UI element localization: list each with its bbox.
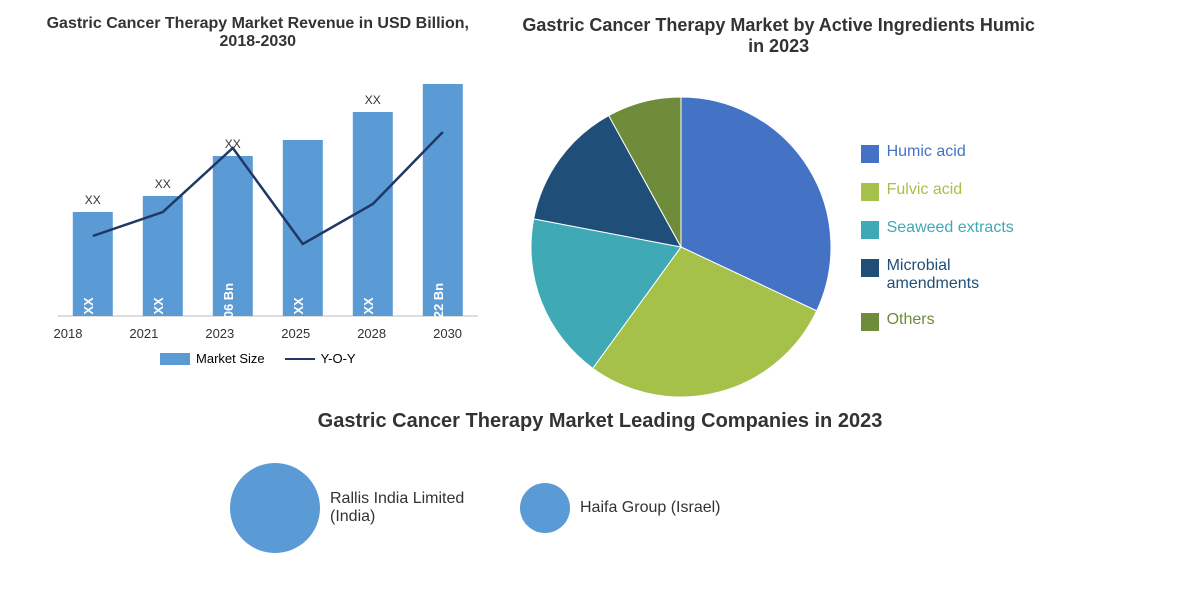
company-bubble	[230, 463, 320, 553]
x-axis-label: 2021	[129, 326, 158, 341]
svg-text:XX: XX	[291, 297, 306, 315]
company-bubble-group: Rallis India Limited (India)	[230, 463, 480, 553]
legend-line-label: Y-O-Y	[321, 351, 356, 366]
svg-text:XX: XX	[365, 93, 381, 107]
svg-text:6.22 Bn: 6.22 Bn	[431, 283, 446, 321]
svg-text:XX: XX	[85, 193, 101, 207]
pie-legend: Humic acid Fulvic acid Seaweed extracts Mic…	[851, 67, 1047, 407]
svg-text:XX: XX	[155, 177, 171, 191]
pie-legend-label: Seaweed extracts	[887, 219, 1014, 237]
bar-x-labels: 2018 2021 2023 2025 2028 2030	[30, 326, 486, 341]
bar-chart-area: XXXXXXXX3.06 BnXXXXXXXX6.22 Bn	[50, 61, 486, 321]
svg-text:3.06 Bn: 3.06 Bn	[221, 283, 236, 321]
pie-legend-label: Others	[887, 311, 935, 329]
company-label: Rallis India Limited (India)	[330, 490, 480, 526]
svg-text:XX: XX	[361, 297, 376, 315]
bubbles-area: Rallis India Limited (India) Haifa Group …	[50, 463, 1150, 553]
infographic-container: Gastric Cancer Therapy Market Revenue in…	[0, 0, 1200, 600]
pie-legend-item: Humic acid	[861, 143, 1047, 163]
companies-section: Gastric Cancer Therapy Market Leading Co…	[10, 390, 1190, 573]
pie-legend-label: Humic acid	[887, 143, 966, 161]
pie-chart-svg	[511, 67, 851, 407]
x-axis-label: 2028	[357, 326, 386, 341]
legend-bar-label: Market Size	[196, 351, 265, 366]
pie-legend-item: Microbial amendments	[861, 257, 1047, 293]
pie-legend-item: Seaweed extracts	[861, 219, 1047, 239]
company-bubble	[520, 483, 570, 533]
pie-chart-title: Gastric Cancer Therapy Market by Active …	[519, 15, 1039, 57]
pie-chart-section: Gastric Cancer Therapy Market by Active …	[506, 10, 1190, 390]
pie-legend-swatch	[861, 313, 879, 331]
pie-legend-label: Microbial amendments	[887, 257, 1047, 293]
pie-legend-swatch	[861, 145, 879, 163]
bar-chart-title: Gastric Cancer Therapy Market Revenue in…	[30, 15, 486, 51]
x-axis-label: 2025	[281, 326, 310, 341]
company-bubble-group: Haifa Group (Israel)	[520, 483, 721, 533]
pie-legend-swatch	[861, 259, 879, 277]
legend-line-swatch	[285, 358, 315, 360]
x-axis-label: 2030	[433, 326, 462, 341]
bar-legend: Market Size Y-O-Y	[30, 351, 486, 366]
pie-legend-swatch	[861, 183, 879, 201]
legend-market-size: Market Size	[160, 351, 265, 366]
x-axis-label: 2023	[205, 326, 234, 341]
svg-text:XX: XX	[151, 297, 166, 315]
pie-legend-item: Fulvic acid	[861, 181, 1047, 201]
pie-legend-label: Fulvic acid	[887, 181, 963, 199]
svg-text:XX: XX	[81, 297, 96, 315]
x-axis-label: 2018	[54, 326, 83, 341]
legend-bar-swatch	[160, 353, 190, 365]
legend-yoy: Y-O-Y	[285, 351, 356, 366]
pie-legend-swatch	[861, 221, 879, 239]
pie-legend-item: Others	[861, 311, 1047, 331]
bar-chart-svg: XXXXXXXX3.06 BnXXXXXXXX6.22 Bn	[50, 61, 486, 321]
company-label: Haifa Group (Israel)	[580, 499, 721, 517]
top-row: Gastric Cancer Therapy Market Revenue in…	[10, 10, 1190, 390]
bar-chart-section: Gastric Cancer Therapy Market Revenue in…	[10, 10, 506, 390]
companies-title: Gastric Cancer Therapy Market Leading Co…	[50, 410, 1150, 433]
